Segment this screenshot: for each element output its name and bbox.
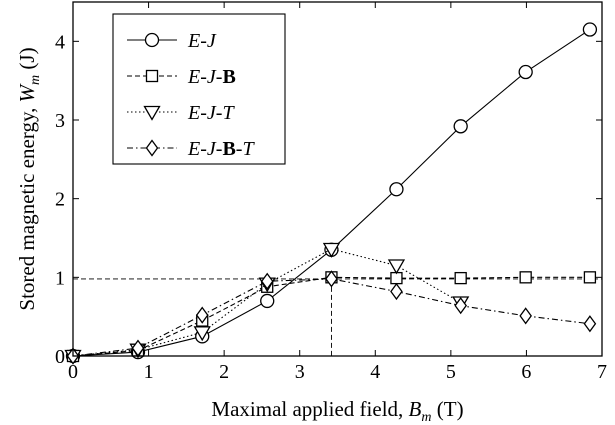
legend-label: E-J-T: [187, 102, 235, 124]
y-tick-label: 4: [55, 31, 65, 53]
legend-label: E-J-B: [187, 66, 236, 88]
y-tick-label: 2: [55, 189, 65, 211]
legend-item: E-J-B: [127, 66, 236, 88]
axis-titles: Maximal applied field, Bm (T) Stored magn…: [15, 47, 464, 425]
x-tick-label: 5: [446, 361, 456, 383]
legend-marker: [145, 139, 159, 157]
data-point: [518, 64, 533, 80]
legend-marker: [143, 105, 161, 121]
data-point: [454, 297, 467, 315]
legend: E-J E-J-B E-J-T E-J-B-T: [112, 13, 286, 165]
data-point: [454, 271, 467, 285]
x-tick-label: 3: [295, 361, 305, 383]
legend-item: E-J: [127, 30, 217, 52]
data-point: [390, 282, 403, 301]
data-point: [582, 22, 598, 37]
plot-border: [72, 1, 603, 357]
data-point: [193, 326, 211, 342]
legend-label: E-J: [187, 30, 217, 52]
data-point: [519, 307, 532, 325]
data-point: [389, 182, 404, 197]
data-point: [453, 119, 468, 134]
x-tick-label: 0: [68, 361, 78, 383]
data-point: [195, 306, 209, 324]
data-point: [325, 270, 338, 288]
legend-marker: [144, 32, 160, 48]
data-point: [322, 242, 341, 258]
x-axis-title: Maximal applied field, Bm (T): [211, 397, 463, 425]
data-point: [260, 272, 274, 290]
x-tick-label: 6: [521, 361, 531, 383]
data-point: [387, 259, 406, 275]
y-axis-title: Stored magnetic energy, Wm (J): [15, 47, 43, 310]
x-tick-label: 4: [370, 361, 380, 383]
y-tick-label: 3: [55, 110, 65, 132]
y-tick-label: 1: [55, 267, 65, 289]
legend-item: E-J-T: [127, 102, 235, 124]
y-tick-label: 0: [55, 346, 65, 368]
legend-marker: [145, 69, 159, 83]
legend-item: E-J-B-T: [127, 138, 255, 160]
data-point: [519, 271, 532, 284]
x-tick-label: 7: [597, 361, 607, 383]
legend-label: E-J-B-T: [187, 138, 255, 160]
x-tick-label: 1: [144, 361, 154, 383]
axis-ticks: 0 1 2 3 4 5 6 7 0 1 2 3 4: [55, 2, 607, 383]
plot-frame: [72, 1, 603, 357]
legend-box: [112, 13, 286, 165]
data-point: [583, 271, 597, 284]
x-tick-label: 2: [219, 361, 229, 383]
data-point: [583, 315, 597, 333]
data-point: [260, 293, 275, 309]
